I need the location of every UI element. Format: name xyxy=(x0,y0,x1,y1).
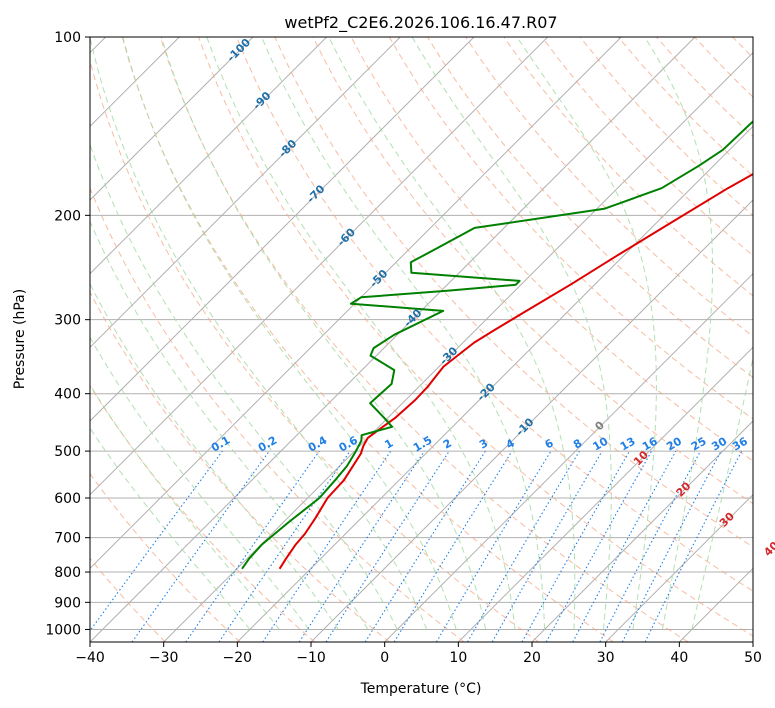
x-tick-label: 20 xyxy=(523,650,541,666)
isotherm-line xyxy=(90,37,401,349)
isotherm-line xyxy=(531,420,753,642)
isotherm-line xyxy=(384,272,753,642)
mixing-ratio-line xyxy=(572,450,677,642)
x-tick-label: 10 xyxy=(449,650,467,666)
moist-adiabat-line xyxy=(644,37,713,630)
isotherm-line xyxy=(310,199,753,642)
moist-adiabat-line xyxy=(90,282,339,630)
isotherm-line xyxy=(90,37,475,422)
dry-adiabat-line xyxy=(198,37,753,637)
x-tick-label: −40 xyxy=(75,650,105,666)
x-tick-label: 40 xyxy=(670,650,688,666)
dry-adiabat-line xyxy=(274,37,753,548)
mixing-ratio-line xyxy=(325,450,450,642)
isotherm-line xyxy=(457,346,753,642)
moist-adiabat-line xyxy=(90,427,251,630)
x-tick-label: −30 xyxy=(149,650,179,666)
x-axis-ticks: −40 −30 −20 −10 0 10 20 30 40 50 xyxy=(75,642,762,666)
moist-adiabat-line xyxy=(160,37,487,630)
x-tick-label: 0 xyxy=(380,650,389,666)
dewpoint-line xyxy=(241,120,753,570)
mixing-ratio-line xyxy=(644,450,743,642)
moist-adiabat-line xyxy=(90,37,428,630)
y-axis-label: Pressure (hPa) xyxy=(12,289,28,389)
x-tick-label: 30 xyxy=(597,650,615,666)
dry-adiabat-line xyxy=(388,37,753,420)
isotherm-line xyxy=(236,125,753,642)
moist-adiabat-line xyxy=(206,37,516,630)
mixing-ratio-line xyxy=(521,450,630,642)
y-tick-label: 500 xyxy=(54,444,81,460)
moist-adiabat-line xyxy=(90,383,280,630)
moist-adiabat-line xyxy=(516,37,657,630)
mixing-ratio-line xyxy=(185,450,320,642)
dry-adiabat-line xyxy=(90,186,465,642)
moist-adiabat-lines xyxy=(90,37,753,630)
mixing-ratio-line xyxy=(131,450,270,642)
y-tick-label: 100 xyxy=(54,30,81,46)
x-tick-label: −20 xyxy=(223,650,253,666)
mixing-ratio-line xyxy=(218,450,351,642)
isotherm-line xyxy=(90,37,622,570)
mixing-ratio-line xyxy=(262,450,392,642)
temperature-line xyxy=(278,173,753,570)
plot-frame xyxy=(89,36,754,643)
y-tick-label: 800 xyxy=(54,565,81,581)
dry-adiabat-line xyxy=(312,37,753,505)
y-tick-label: 300 xyxy=(54,313,81,329)
dry-adiabat-line xyxy=(90,59,540,642)
isotherm-line xyxy=(605,493,753,642)
moist-adiabat-line xyxy=(90,220,369,630)
moist-adiabat-line xyxy=(261,37,546,630)
y-tick-label: 900 xyxy=(54,595,81,611)
x-tick-label: −10 xyxy=(296,650,326,666)
pressure-grid xyxy=(90,37,753,630)
y-tick-label: 400 xyxy=(54,387,81,403)
moist-adiabat-line xyxy=(122,37,457,630)
dry-adiabat-lines xyxy=(90,37,753,642)
dry-adiabat-line xyxy=(465,37,753,338)
dry-adiabat-line xyxy=(426,37,753,378)
dry-adiabat-line xyxy=(503,37,753,297)
y-tick-label: 700 xyxy=(54,531,81,547)
moist-adiabat-line xyxy=(411,37,612,630)
moist-adiabat-line xyxy=(90,336,310,630)
dry-adiabat-line xyxy=(90,384,316,642)
mixing-ratio-line xyxy=(545,450,653,642)
y-axis-ticks: 100 200 300 400 500 600 700 800 900 1000 xyxy=(45,30,90,638)
y-tick-label: 600 xyxy=(54,491,81,507)
dry-adiabat-line xyxy=(236,37,753,592)
sounding-traces xyxy=(241,120,753,570)
mixing-ratio-line xyxy=(298,450,425,642)
mixing-ratio-line xyxy=(393,450,513,642)
isotherm-line xyxy=(90,37,328,275)
chart-title: wetPf2_C2E6.2026.106.16.47.R07 xyxy=(284,13,557,33)
dry-adiabat-line xyxy=(159,37,689,642)
dry-adiabat-line xyxy=(350,37,753,462)
dry-adiabat-line xyxy=(90,472,241,642)
mixing-ratio-line xyxy=(90,450,223,632)
mixing-ratio-lines xyxy=(90,450,743,642)
y-tick-label: 1000 xyxy=(45,622,81,638)
moist-adiabat-line xyxy=(691,355,753,630)
x-axis-label: Temperature (°C) xyxy=(360,681,482,697)
y-tick-label: 200 xyxy=(54,208,81,224)
x-tick-label: 50 xyxy=(744,650,762,666)
dry-adiabat-line xyxy=(90,291,390,642)
dry-adiabat-line xyxy=(121,37,614,642)
isotherm-line xyxy=(90,37,254,201)
isotherm-line xyxy=(90,37,549,496)
moist-adiabat-line xyxy=(328,37,576,630)
isotherm-line xyxy=(90,37,696,642)
